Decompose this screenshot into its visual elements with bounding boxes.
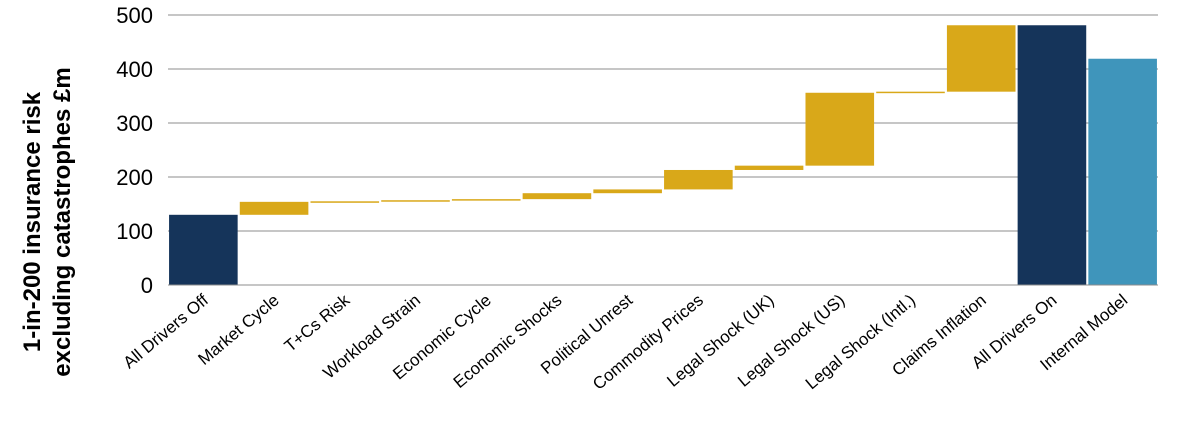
y-axis-title-line-1: 1-in-200 insurance risk (19, 91, 46, 352)
bars (169, 25, 1157, 285)
bar-internal-model (1088, 58, 1157, 285)
bar-legal-shock-uk (734, 165, 804, 170)
bar-claims-inflation (946, 25, 1016, 92)
bar-economic-cycle (451, 199, 521, 201)
y-tick-label: 300 (116, 111, 153, 136)
x-tick-label: T+Cs Risk (281, 290, 354, 356)
bar-political-unrest (593, 189, 662, 194)
bar-commodity-prices (664, 169, 733, 190)
y-tick-label: 500 (116, 3, 153, 28)
bar-market-cycle (239, 201, 309, 215)
bar-all-drivers-off (169, 214, 238, 285)
y-tick-label: 400 (116, 57, 153, 82)
y-tick-label: 0 (141, 273, 153, 298)
y-axis-title-line-2: excluding catastrophes £m (49, 67, 76, 376)
bar-all-drivers-on (1017, 25, 1087, 285)
y-axis-title: 1-in-200 insurance risk excluding catast… (19, 67, 76, 376)
bar-economic-shocks (522, 193, 592, 200)
bar-legal-shock-intl (876, 91, 945, 94)
y-tick-label: 200 (116, 165, 153, 190)
bar-workload-strain (381, 200, 450, 202)
y-tick-label: 100 (116, 219, 153, 244)
y-tick-labels: 0 100 200 300 400 500 (116, 3, 153, 298)
bar-t-cs-risk (310, 201, 380, 203)
bar-legal-shock-us (805, 92, 875, 166)
